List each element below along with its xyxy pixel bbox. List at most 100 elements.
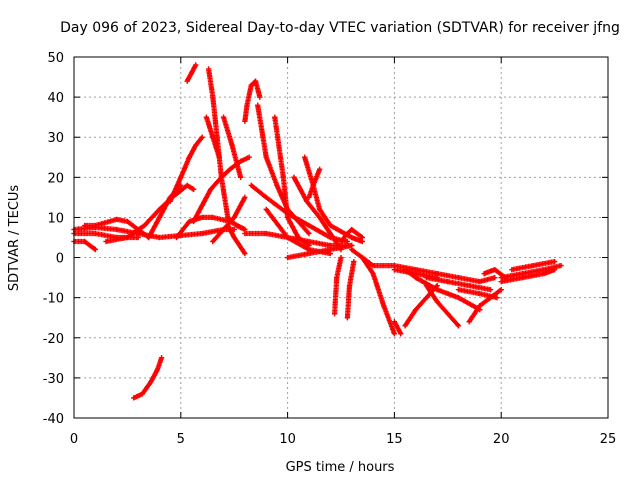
data-point (242, 250, 248, 257)
data-point (359, 234, 365, 241)
series-arc-42 (498, 262, 564, 281)
data-point (334, 275, 340, 281)
data-point (141, 222, 148, 229)
data-point (231, 234, 237, 241)
data-point (225, 222, 231, 229)
data-point (434, 271, 440, 277)
data-point (233, 222, 239, 229)
series-arc-43 (498, 266, 558, 285)
data-point (210, 134, 216, 140)
data-point (285, 214, 291, 221)
series-markers (146, 182, 184, 241)
data-point (92, 230, 98, 237)
y-tick-label: 30 (47, 131, 64, 146)
data-point (135, 234, 141, 241)
plot-frame (73, 56, 609, 419)
data-point (184, 78, 190, 84)
data-point (146, 234, 152, 241)
data-point (344, 238, 351, 245)
data-point (391, 319, 397, 325)
series-arc-07 (146, 182, 184, 241)
data-point (541, 271, 547, 277)
x-tick-label: 25 (600, 432, 617, 447)
data-point (216, 154, 222, 160)
data-point (114, 216, 120, 223)
data-points (71, 62, 564, 401)
data-point (191, 218, 197, 225)
data-point (218, 174, 224, 180)
y-tick-label: 10 (47, 211, 64, 226)
data-point (331, 311, 338, 317)
data-point (154, 367, 160, 373)
series-arc-37 (423, 275, 494, 293)
data-point (487, 287, 494, 293)
data-point (158, 355, 165, 361)
data-point (344, 315, 351, 321)
data-point (455, 323, 462, 329)
data-point (272, 114, 278, 120)
data-point (167, 198, 173, 204)
data-point (558, 262, 564, 269)
data-point (148, 379, 154, 385)
data-point (391, 331, 397, 337)
data-point (257, 94, 263, 100)
data-point (445, 279, 451, 285)
data-point (310, 182, 316, 188)
x-tick-labels: 0 5 10 15 20 25 (70, 432, 616, 447)
series-arc-16 (242, 78, 263, 124)
data-point (178, 174, 184, 180)
series-arc-25 (306, 166, 323, 200)
data-point (466, 283, 472, 289)
data-point (263, 230, 269, 237)
x-tick-label: 5 (177, 432, 185, 447)
series-arc-17 (225, 222, 248, 257)
data-point (188, 70, 195, 76)
data-point (248, 82, 254, 88)
data-point (423, 295, 430, 301)
data-point (291, 174, 297, 180)
data-point (492, 266, 498, 273)
data-point (263, 206, 269, 213)
data-point (306, 222, 312, 229)
data-point (193, 62, 199, 68)
x-axis-label: GPS time / hours (286, 460, 395, 475)
series-markers (167, 134, 205, 204)
data-point (280, 174, 286, 180)
data-point (173, 234, 180, 241)
data-point (186, 154, 192, 160)
series-arc-44 (509, 258, 558, 273)
series-markers (332, 254, 344, 317)
data-point (139, 391, 145, 397)
data-point (252, 78, 259, 84)
series-arc-08 (167, 134, 205, 204)
series-arc-10 (184, 62, 199, 84)
data-point (338, 238, 344, 245)
data-point (199, 214, 205, 221)
y-tick-label: 0 (56, 252, 64, 267)
data-point (317, 214, 323, 221)
data-point (349, 234, 355, 241)
data-point (229, 142, 235, 148)
data-point (346, 283, 353, 289)
series-arc-28 (344, 258, 357, 321)
data-point (327, 246, 333, 253)
data-point (103, 238, 109, 245)
data-point (498, 287, 504, 293)
x-tick-label: 0 (70, 432, 78, 447)
data-point (114, 226, 120, 233)
data-point (124, 218, 130, 225)
data-point (82, 238, 88, 245)
data-point (248, 182, 254, 188)
series-arc-26 (285, 242, 355, 261)
data-point (509, 266, 515, 273)
data-point (552, 258, 558, 265)
series-markers (344, 258, 357, 321)
data-point (351, 258, 357, 265)
data-point (466, 319, 472, 325)
data-point (124, 234, 130, 241)
data-point (492, 275, 498, 281)
data-point (285, 254, 291, 261)
data-point (317, 166, 323, 172)
data-point (302, 154, 308, 160)
y-tick-labels: -40 -30 -20 -10 0 10 20 30 40 50 (43, 51, 64, 427)
